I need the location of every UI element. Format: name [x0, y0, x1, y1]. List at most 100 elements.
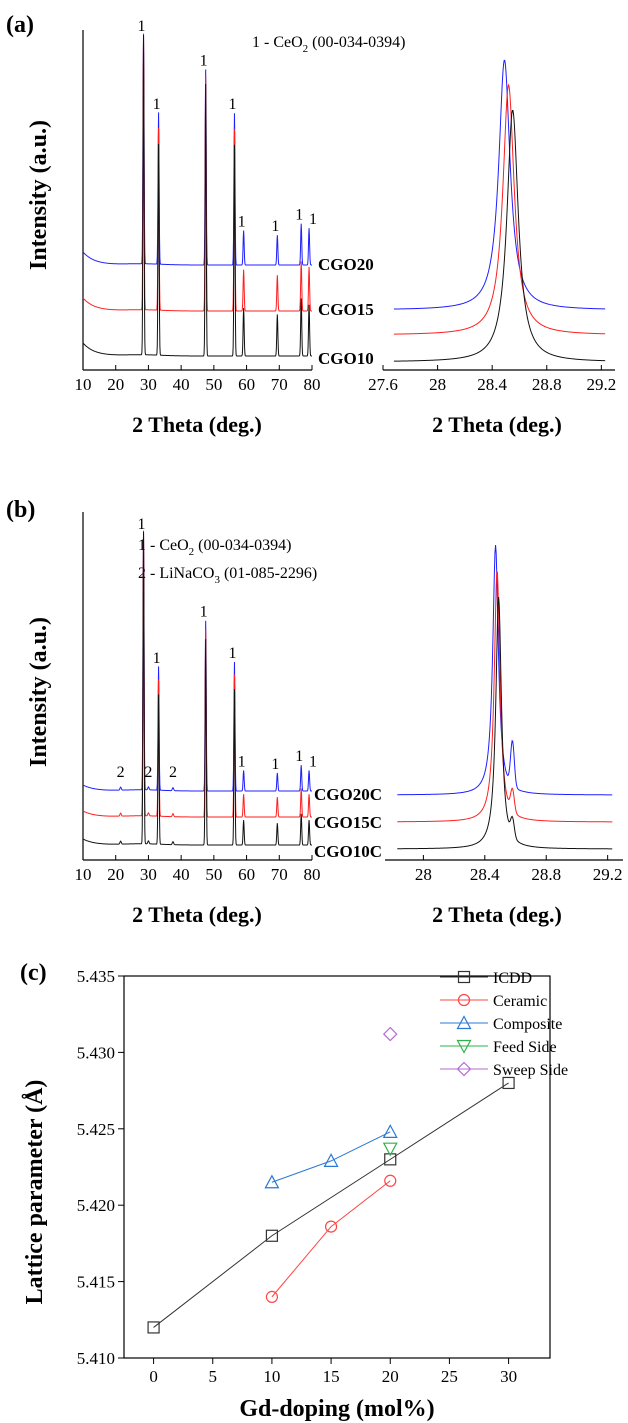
- panel-c-point-composite: [382, 1124, 398, 1138]
- panel-b-peak-label: 1: [153, 650, 161, 667]
- panel-b-series-label: CGO15C: [314, 813, 382, 832]
- panel-c-xtick-label: 0: [149, 1367, 158, 1386]
- panel-a-ylabel: Intensity (a.u.): [26, 120, 52, 270]
- panel-a-xtick-label: 50: [205, 375, 222, 394]
- panel-a-xtick-label: 60: [238, 375, 255, 394]
- panel-a-zoom-xtick-label: 27.6: [368, 375, 398, 394]
- panel-a-xtick-label: 30: [140, 375, 157, 394]
- panel-c-plot-frame: [123, 975, 551, 1359]
- panel-b-label: (b): [6, 497, 35, 523]
- panel-c-point-feed-side: [382, 1142, 398, 1157]
- legend-label-icdd: ICDD: [493, 970, 532, 987]
- panel-b-zoom-plot: 28 28.4 28.8 29.2 2 Theta (deg.): [385, 544, 623, 927]
- panel-b-impurity-label: 2: [117, 764, 125, 781]
- panel-a-series-label: CGO10: [318, 349, 374, 368]
- legend-marker-icdd: [457, 970, 471, 984]
- legend-label-feed-side: Feed Side: [493, 1039, 557, 1056]
- panel-c-xtick-label: 10: [263, 1367, 280, 1386]
- panel-a-peak-label: 1: [228, 96, 236, 113]
- panel-a-xtick-label: 70: [271, 375, 288, 394]
- panel-b-series-cgo10c: [82, 531, 312, 846]
- panel-a: (a) Intensity (a.u.) 1 - CeO2 (00-034-03…: [6, 12, 616, 437]
- panel-b-xtick-label: 60: [238, 865, 255, 884]
- panel-b-zoom-series-cgo10c: [397, 596, 613, 850]
- panel-b-peak-label: 1: [228, 645, 236, 662]
- panel-b-xtick-label: 80: [304, 865, 321, 884]
- panel-b-peak-label: 1: [200, 604, 208, 621]
- panel-c-line-ceramic: [271, 1180, 391, 1298]
- panel-a-peak-label: 1: [295, 207, 303, 224]
- panel-a-xtick-label: 40: [173, 375, 190, 394]
- panel-b-zoom-series-cgo20c: [397, 544, 613, 796]
- panel-c-ytick-label: 5.410: [77, 1349, 115, 1368]
- panel-c-point-composite: [264, 1174, 280, 1189]
- panel-b-zoom-xtick-label: 29.2: [593, 865, 623, 884]
- panel-c-xtick-label: 20: [382, 1367, 399, 1386]
- panel-a-annotation: 1 - CeO2 (00-034-0394): [252, 34, 405, 55]
- panel-b-annotation-2: 2 - LiNaCO3 (01-085-2296): [138, 565, 317, 586]
- panel-b-xtick-label: 30: [140, 865, 157, 884]
- legend-marker-composite: [456, 1015, 472, 1030]
- panel-c-ylabel: Lattice parameter (Å): [22, 1080, 48, 1305]
- panel-b-peak-label: 1: [295, 748, 303, 765]
- panel-a-peak-label: 1: [153, 96, 161, 113]
- panel-a-zoom-series-cgo15: [393, 83, 606, 335]
- legend-marker-ceramic: [457, 993, 471, 1007]
- panel-c-ytick-label: 5.425: [77, 1120, 115, 1139]
- panel-c-xtick-label: 5: [209, 1367, 218, 1386]
- panel-b-xtick-label: 10: [75, 865, 92, 884]
- panel-a-peak-label: 1: [271, 218, 279, 235]
- legend-marker-sweep-side: [456, 1061, 472, 1077]
- panel-a-peak-label: 1: [200, 53, 208, 70]
- panel-b-series-label: CGO10C: [314, 842, 382, 861]
- panel-a-series-cgo15: [82, 33, 312, 312]
- panel-b-zoom-xlabel: 2 Theta (deg.): [432, 902, 562, 927]
- panel-c-point-icdd: [265, 1229, 279, 1242]
- panel-a-zoom-xtick-label: 28.4: [477, 375, 507, 394]
- panel-a-zoom-series-cgo20: [393, 59, 606, 310]
- panel-b-impurity-label: 2: [169, 764, 177, 781]
- panel-b: (b) Intensity (a.u.) 1 - CeO2 (00-034-03…: [6, 497, 623, 927]
- panel-b-peak-label: 1: [238, 753, 246, 770]
- panel-b-series-label: CGO20C: [314, 785, 382, 804]
- panel-a-zoom-xtick-label: 28.8: [532, 375, 562, 394]
- panel-c-point-ceramic: [324, 1220, 338, 1233]
- panel-c-xtick-label: 30: [500, 1367, 517, 1386]
- panel-a-zoom-xlabel: 2 Theta (deg.): [432, 412, 562, 437]
- panel-a-series-label: CGO20: [318, 255, 374, 274]
- panel-a-label: (a): [6, 12, 34, 38]
- panel-b-ylabel: Intensity (a.u.): [26, 617, 52, 767]
- panel-b-peak-label: 1: [271, 756, 279, 773]
- panel-c: (c) Lattice parameter (Å) 0 5 10 15 20 25 30 5.…: [20, 960, 568, 1422]
- panel-b-zoom-xtick-label: 28.4: [470, 865, 500, 884]
- panel-a-peak-label: 1: [309, 211, 317, 228]
- panel-a-zoom-series-cgo10: [393, 109, 606, 362]
- panel-a-xtick-label: 10: [75, 375, 92, 394]
- panel-b-peak-label: 1: [138, 516, 146, 533]
- panel-b-annotation-1: 1 - CeO2 (00-034-0394): [138, 537, 291, 558]
- panel-b-xtick-label: 20: [107, 865, 124, 884]
- panel-b-series-cgo20c: [82, 531, 312, 792]
- panel-c-xtick-label: 25: [441, 1367, 458, 1386]
- panel-c-ytick-label: 5.430: [77, 1043, 115, 1062]
- panel-b-xtick-label: 70: [271, 865, 288, 884]
- panel-b-impurity-label: 2: [144, 764, 152, 781]
- panel-c-label: (c): [20, 960, 47, 986]
- panel-c-point-ceramic: [265, 1290, 279, 1303]
- panel-c-point-sweep-side: [382, 1026, 398, 1042]
- panel-b-zoom-xtick-label: 28.8: [531, 865, 561, 884]
- panel-a-series-label: CGO15: [318, 300, 374, 319]
- panel-b-xtick-label: 50: [205, 865, 222, 884]
- panel-c-point-icdd: [502, 1076, 515, 1090]
- panel-a-peak-label: 1: [238, 214, 246, 231]
- panel-a-xtick-label: 20: [107, 375, 124, 394]
- legend-marker-feed-side: [456, 1039, 472, 1054]
- panel-b-series-cgo15c: [82, 530, 312, 818]
- panel-c-ytick-label: 5.435: [77, 967, 115, 986]
- panel-a-xtick-label: 80: [304, 375, 321, 394]
- panel-c-ytick-label: 5.415: [77, 1273, 115, 1292]
- panel-c-xlabel: Gd-doping (mol%): [239, 1396, 434, 1422]
- panel-b-xlabel: 2 Theta (deg.): [132, 902, 262, 927]
- panel-c-point-icdd: [384, 1153, 397, 1166]
